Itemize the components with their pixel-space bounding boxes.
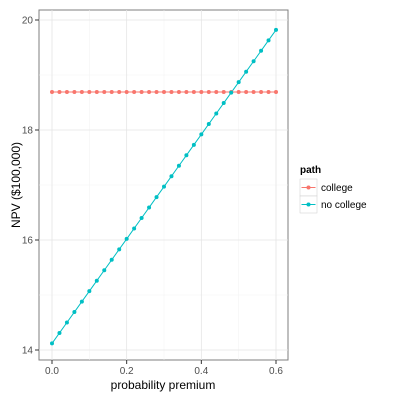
data-point-college xyxy=(72,90,77,95)
data-point-no-college xyxy=(139,216,144,220)
data-point-no-college xyxy=(176,163,181,168)
data-point-college xyxy=(206,90,211,95)
grid-lines xyxy=(39,10,288,360)
legend-key-point xyxy=(306,185,311,190)
data-point-no-college xyxy=(191,142,196,147)
data-point-college xyxy=(236,90,241,95)
x-axis-title: probability premium xyxy=(111,378,216,392)
data-point-college xyxy=(79,90,84,95)
y-tick-label: 14 xyxy=(22,346,34,357)
data-point-no-college xyxy=(162,184,166,189)
data-point-no-college xyxy=(236,80,241,85)
data-point-college xyxy=(191,90,196,95)
x-tick-label: 0.4 xyxy=(194,366,208,377)
data-point-no-college xyxy=(117,247,122,252)
data-point-no-college xyxy=(79,299,84,304)
data-point-no-college xyxy=(94,278,99,283)
data-point-college xyxy=(214,90,219,95)
data-point-no-college xyxy=(132,226,137,231)
data-point-no-college xyxy=(244,69,249,74)
data-point-college xyxy=(199,90,204,95)
data-point-college xyxy=(221,90,226,95)
data-point-college xyxy=(259,90,264,95)
data-point-no-college xyxy=(251,59,256,64)
data-point-college xyxy=(274,90,278,95)
data-point-no-college xyxy=(184,153,189,158)
data-point-college xyxy=(169,90,174,95)
data-point-no-college xyxy=(102,268,107,273)
data-point-college xyxy=(266,90,271,95)
data-point-no-college xyxy=(199,132,204,137)
data-point-no-college xyxy=(64,320,69,325)
data-point-college xyxy=(87,90,92,95)
data-point-no-college xyxy=(154,195,159,200)
data-point-no-college xyxy=(72,310,77,315)
data-point-college xyxy=(94,90,99,95)
data-point-no-college xyxy=(266,38,271,43)
data-point-college xyxy=(117,90,122,95)
y-tick-label: 18 xyxy=(22,126,34,137)
data-point-college xyxy=(102,90,107,95)
legend-key-no-college xyxy=(299,195,318,214)
x-tick-label: 0.6 xyxy=(269,366,283,377)
data-point-no-college xyxy=(147,205,152,210)
y-tick-label: 20 xyxy=(22,16,34,27)
data-point-no-college xyxy=(50,341,54,346)
data-point-college xyxy=(184,90,189,95)
data-point-college xyxy=(64,90,69,95)
y-axis-title: NPV ($100,000) xyxy=(9,142,23,228)
data-point-no-college xyxy=(124,236,129,241)
data-point-college xyxy=(132,90,137,95)
data-point-no-college xyxy=(109,257,114,262)
data-point-no-college xyxy=(169,174,174,179)
data-point-no-college xyxy=(214,111,219,116)
data-point-no-college xyxy=(259,48,264,53)
data-point-no-college xyxy=(206,121,211,126)
y-tick-label: 16 xyxy=(22,236,34,247)
y-axis: 14 16 18 20 xyxy=(22,16,39,357)
data-point-college xyxy=(244,90,249,95)
data-point-college xyxy=(162,90,166,95)
legend-label-no-college: no college xyxy=(321,200,367,211)
legend: path college no college xyxy=(299,165,367,214)
data-point-no-college xyxy=(221,101,226,106)
data-point-college xyxy=(147,90,152,95)
data-point-no-college xyxy=(87,289,92,294)
data-point-college xyxy=(154,90,159,95)
data-point-no-college xyxy=(229,90,234,95)
data-point-college xyxy=(50,90,54,95)
series-points xyxy=(50,27,278,346)
data-point-college xyxy=(251,90,256,95)
legend-title: path xyxy=(300,165,321,176)
legend-label-college: college xyxy=(321,183,353,194)
data-point-no-college xyxy=(274,27,278,32)
x-tick-label: 0.2 xyxy=(120,366,134,377)
data-point-college xyxy=(109,90,114,95)
data-point-college xyxy=(176,90,181,95)
data-point-college xyxy=(124,90,129,95)
legend-key-point xyxy=(306,202,311,207)
data-point-college xyxy=(139,90,144,95)
legend-key-college xyxy=(299,178,318,197)
x-axis: 0.0 0.2 0.4 0.6 xyxy=(45,360,283,377)
data-point-college xyxy=(57,90,62,95)
data-point-no-college xyxy=(57,330,62,335)
x-tick-label: 0.0 xyxy=(45,366,59,377)
